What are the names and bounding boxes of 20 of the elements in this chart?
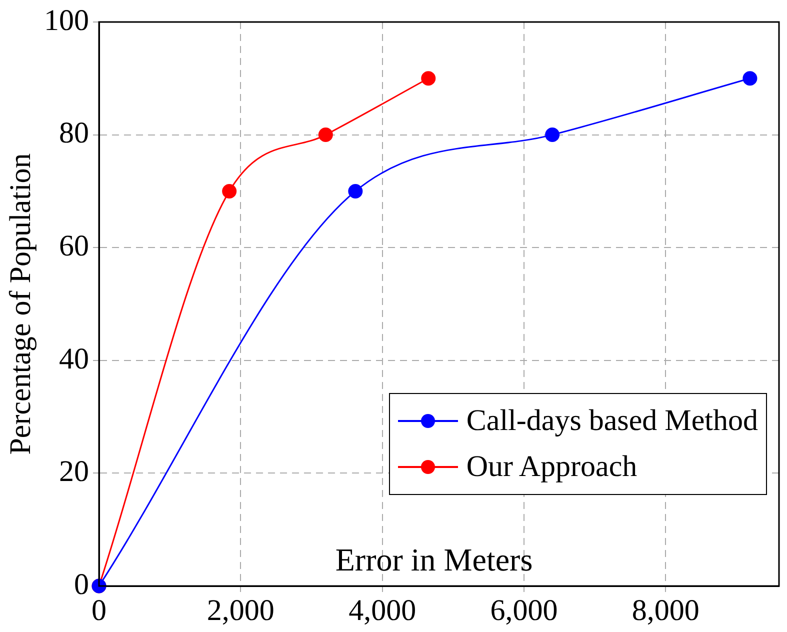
y-axis-title: Percentage of Population: [4, 153, 37, 455]
y-tick-label: 0: [74, 568, 89, 601]
y-tick-label: 40: [59, 342, 89, 376]
x-tick-label: 2,000: [206, 594, 274, 627]
point: [348, 184, 363, 198]
point: [545, 128, 560, 142]
y-tick-label: 100: [44, 4, 89, 37]
point: [222, 184, 237, 198]
point: [421, 71, 436, 86]
y-tick-label: 80: [59, 116, 89, 150]
y-tick-label: 20: [59, 455, 89, 488]
legend-label: Our Approach: [466, 450, 638, 484]
legend-label: Call-days based Method: [466, 404, 758, 438]
point: [742, 71, 758, 86]
point: [318, 128, 333, 142]
x-tick-label: 8,000: [632, 594, 700, 627]
x-axis-title: Error in Meters: [335, 541, 533, 578]
x-tick-label: 4,000: [348, 594, 416, 627]
y-tick-label: 60: [59, 229, 89, 262]
x-tick-label: 6,000: [490, 594, 558, 627]
